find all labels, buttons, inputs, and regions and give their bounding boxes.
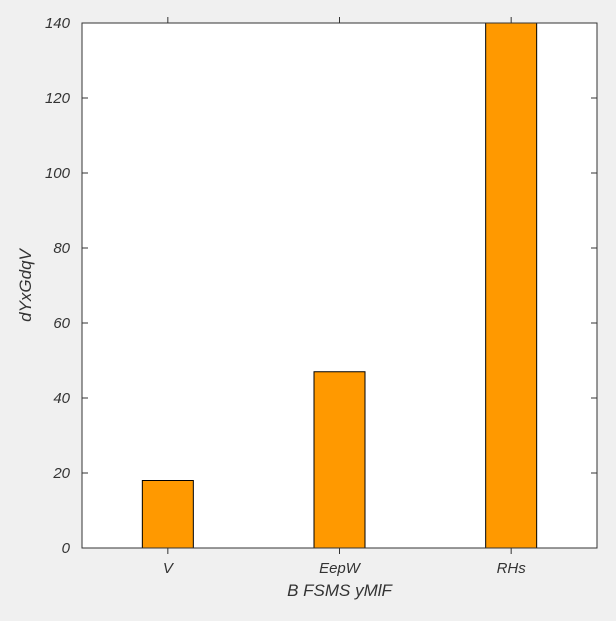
- y-tick-label-5: 100: [45, 165, 71, 182]
- x-tick-label-1: EepW: [319, 560, 362, 577]
- y-tick-label-0: 0: [62, 540, 71, 557]
- x-axis-label: B FSMS yMlF: [287, 581, 393, 600]
- y-tick-label-2: 40: [53, 390, 70, 407]
- y-tick-label-6: 120: [45, 90, 71, 107]
- bar-2: [485, 22, 538, 549]
- y-tick-label-3: 60: [53, 315, 70, 332]
- y-tick-label-7: 140: [45, 15, 71, 32]
- x-tick-label-0: V: [163, 560, 175, 577]
- bar-0: [141, 480, 194, 549]
- bars-group: [141, 22, 538, 549]
- y-tick-label-1: 20: [52, 465, 70, 482]
- x-tick-label-2: RHs: [497, 560, 527, 577]
- y-tick-label-4: 80: [53, 240, 70, 257]
- y-axis-ticks: 0 20 40 60 80 100 120 140: [45, 15, 597, 557]
- bar-1: [313, 371, 366, 549]
- y-axis-label: dYxGdqV: [16, 247, 35, 321]
- x-axis-ticks: V EepW RHs: [163, 17, 526, 577]
